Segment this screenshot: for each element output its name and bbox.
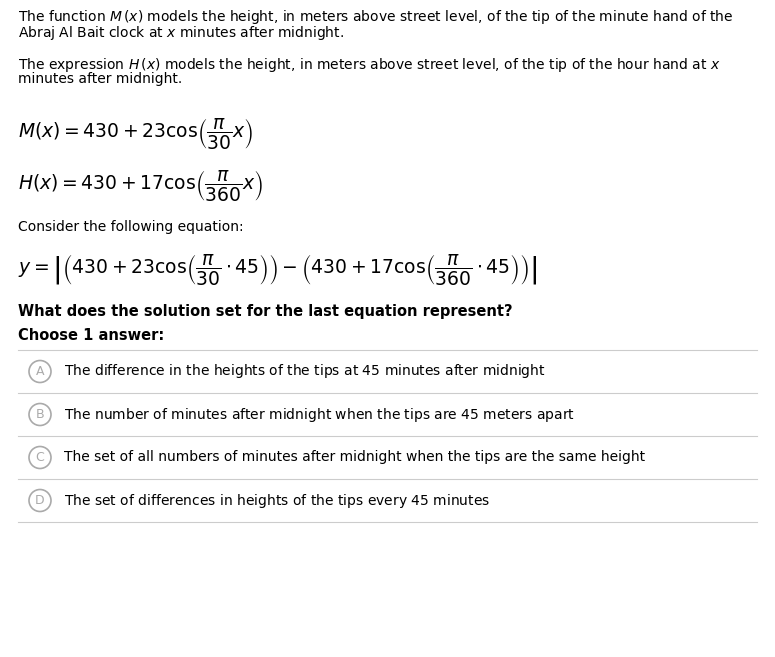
Text: $y = \left|\left(430 + 23\cos\!\left(\dfrac{\pi}{30}\cdot 45\right)\right) - \le: $y = \left|\left(430 + 23\cos\!\left(\df… [18, 252, 537, 287]
Text: B: B [36, 408, 44, 421]
Text: What does the solution set for the last equation represent?: What does the solution set for the last … [18, 304, 512, 319]
Text: D: D [35, 494, 45, 507]
Text: C: C [36, 451, 44, 464]
Text: A: A [36, 365, 44, 378]
Text: Consider the following equation:: Consider the following equation: [18, 220, 243, 234]
Text: $H(x) = 430 + 17\cos\!\left(\dfrac{\pi}{360}x\right)$: $H(x) = 430 + 17\cos\!\left(\dfrac{\pi}{… [18, 168, 264, 203]
Text: The number of minutes after midnight when the tips are $45$ meters apart: The number of minutes after midnight whe… [64, 405, 575, 424]
Text: The set of all numbers of minutes after midnight when the tips are the same heig: The set of all numbers of minutes after … [64, 451, 645, 464]
Text: Abraj Al Bait clock at $x$ minutes after midnight.: Abraj Al Bait clock at $x$ minutes after… [18, 24, 344, 42]
Text: The expression $H\,(x)$ models the height, in meters above street level, of the : The expression $H\,(x)$ models the heigh… [18, 56, 720, 74]
Text: minutes after midnight.: minutes after midnight. [18, 72, 182, 86]
Text: The difference in the heights of the tips at $45$ minutes after midnight: The difference in the heights of the tip… [64, 363, 546, 380]
Text: The set of differences in heights of the tips every $45$ minutes: The set of differences in heights of the… [64, 491, 490, 509]
Text: $M(x) = 430 + 23\cos\!\left(\dfrac{\pi}{30}x\right)$: $M(x) = 430 + 23\cos\!\left(\dfrac{\pi}{… [18, 116, 253, 151]
Text: Choose 1 answer:: Choose 1 answer: [18, 328, 164, 343]
Text: The function $M\,(x)$ models the height, in meters above street level, of the ti: The function $M\,(x)$ models the height,… [18, 8, 733, 26]
